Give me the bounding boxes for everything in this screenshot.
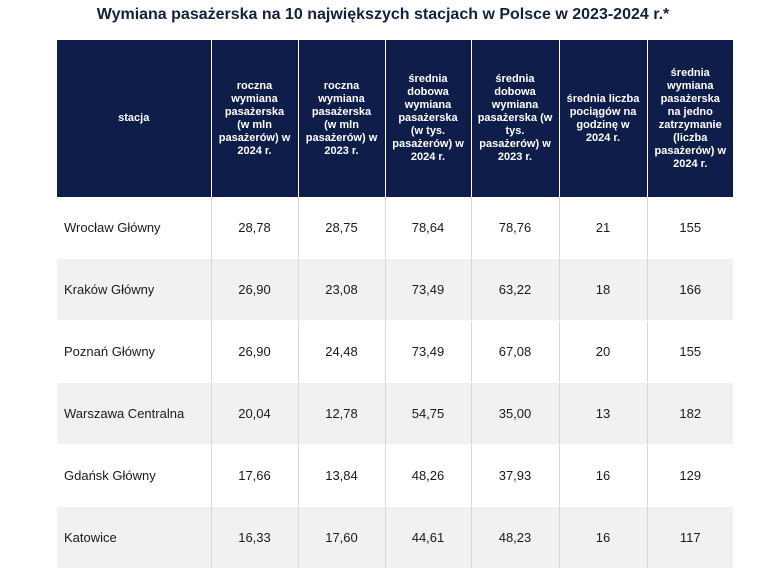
table-cell: 13 <box>559 382 648 445</box>
header-row: stacja roczna wymiana pasażerska (w mln … <box>57 40 733 197</box>
table-cell: 78,76 <box>471 197 560 259</box>
table-cell: 73,49 <box>385 320 472 383</box>
table-cell: 67,08 <box>471 320 560 383</box>
column-header-annual-2023: roczna wymiana pasażerska (w mln pasażer… <box>298 40 386 197</box>
table-cell: 20 <box>559 320 648 383</box>
table-cell: 13,84 <box>298 444 386 507</box>
page-title: Wymiana pasażerska na 10 największych st… <box>96 6 670 23</box>
table-cell: 37,93 <box>471 444 560 507</box>
column-header-daily-2024: średnia dobowa wymiana pasażerska (w tys… <box>385 40 472 197</box>
table-cell: 63,22 <box>471 258 560 321</box>
station-name: Poznań Główny <box>57 320 212 383</box>
station-name: Warszawa Centralna <box>57 382 212 445</box>
column-header-annual-2024: roczna wymiana pasażerska (w mln pasażer… <box>211 40 299 197</box>
table-cell: 17,60 <box>298 506 386 569</box>
table-row: Gdańsk Główny 17,66 13,84 48,26 37,93 16… <box>57 444 733 507</box>
column-header-daily-2023: średnia dobowa wymiana pasażerska (w tys… <box>471 40 560 197</box>
table-row: Wrocław Główny 28,78 28,75 78,64 78,76 2… <box>57 197 733 259</box>
table-cell: 48,23 <box>471 506 560 569</box>
table-cell: 182 <box>647 382 733 445</box>
table-cell: 16 <box>559 506 648 569</box>
table-cell: 54,75 <box>385 382 472 445</box>
table-cell: 16,33 <box>211 506 299 569</box>
column-header-per-stop: średnia wymiana pasażerska na jedno zatr… <box>647 40 733 197</box>
table-cell: 16 <box>559 444 648 507</box>
table-cell: 23,08 <box>298 258 386 321</box>
table-cell: 155 <box>647 197 733 259</box>
station-name: Wrocław Główny <box>57 197 212 259</box>
table-cell: 26,90 <box>211 320 299 383</box>
station-name: Katowice <box>57 506 212 569</box>
station-name: Gdańsk Główny <box>57 444 212 507</box>
table-cell: 21 <box>559 197 648 259</box>
table-cell: 129 <box>647 444 733 507</box>
table-cell: 117 <box>647 506 733 569</box>
table-row: Warszawa Centralna 20,04 12,78 54,75 35,… <box>57 382 733 445</box>
column-header-trains-per-hour: średnia liczba pociągów na godzinę w 202… <box>559 40 648 197</box>
table-cell: 73,49 <box>385 258 472 321</box>
table-cell: 28,78 <box>211 197 299 259</box>
table-cell: 44,61 <box>385 506 472 569</box>
table-row: Poznań Główny 26,90 24,48 73,49 67,08 20… <box>57 320 733 383</box>
column-header-station: stacja <box>57 40 212 197</box>
station-name: Kraków Główny <box>57 258 212 321</box>
table-cell: 20,04 <box>211 382 299 445</box>
table-cell: 17,66 <box>211 444 299 507</box>
table-cell: 155 <box>647 320 733 383</box>
table-cell: 18 <box>559 258 648 321</box>
table-row: Katowice 16,33 17,60 44,61 48,23 16 117 <box>57 506 733 569</box>
table-cell: 24,48 <box>298 320 386 383</box>
table-cell: 78,64 <box>385 197 472 259</box>
table-row: Kraków Główny 26,90 23,08 73,49 63,22 18… <box>57 258 733 321</box>
table-cell: 28,75 <box>298 197 386 259</box>
table-cell: 35,00 <box>471 382 560 445</box>
table-cell: 12,78 <box>298 382 386 445</box>
table-cell: 166 <box>647 258 733 321</box>
stations-table: stacja roczna wymiana pasażerska (w mln … <box>57 40 733 569</box>
table-cell: 48,26 <box>385 444 472 507</box>
table-cell: 26,90 <box>211 258 299 321</box>
